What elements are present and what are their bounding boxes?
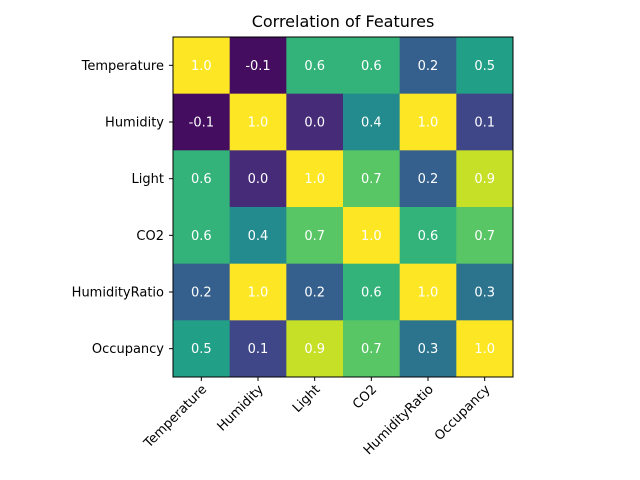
heatmap-cell-occupancy-humidity bbox=[229, 320, 287, 378]
heatmap-cell-temperature-occupancy bbox=[456, 37, 514, 95]
heatmap-cell-temperature-light bbox=[286, 37, 344, 95]
y-tick-label-temperature: Temperature bbox=[81, 59, 164, 74]
x-tick-label-humidity: Humidity bbox=[215, 382, 268, 435]
heatmap-cells bbox=[173, 37, 514, 378]
y-tick-label-humidity: Humidity bbox=[105, 116, 164, 131]
cell-value-label: 0.4 bbox=[248, 229, 269, 244]
heatmap-cell-humidity-occupancy bbox=[456, 93, 514, 151]
y-tick-label-occupancy: Occupancy bbox=[92, 342, 164, 357]
heatmap-cell-temperature-humidity bbox=[229, 37, 287, 95]
heatmap-cell-humidityratio-humidityratio bbox=[399, 263, 457, 321]
heatmap-cell-occupancy-co2 bbox=[343, 320, 401, 378]
cell-value-label: 0.2 bbox=[191, 286, 212, 301]
heatmap-cell-co2-occupancy bbox=[456, 207, 514, 265]
heatmap-cell-humidityratio-humidity bbox=[229, 263, 287, 321]
heatmap-cell-light-occupancy bbox=[456, 150, 514, 208]
heatmap-cell-humidity-humidity bbox=[229, 93, 287, 151]
cell-value-label: 1.0 bbox=[418, 116, 439, 131]
cell-value-label: 0.4 bbox=[361, 116, 382, 131]
heatmap-cell-temperature-humidityratio bbox=[399, 37, 457, 95]
heatmap-cell-co2-humidity bbox=[229, 207, 287, 265]
cell-value-label: -0.1 bbox=[245, 59, 270, 74]
heatmap-cell-humidityratio-occupancy bbox=[456, 263, 514, 321]
cell-value-label: 0.9 bbox=[304, 342, 325, 357]
x-tick-label-occupancy: Occupancy bbox=[432, 382, 494, 444]
heatmap-cell-temperature-temperature bbox=[173, 37, 231, 95]
y-axis: Temperature Humidity Light CO2 HumidityRatio… bbox=[72, 59, 173, 357]
cell-value-label: 0.9 bbox=[474, 172, 495, 187]
heatmap-cell-occupancy-light bbox=[286, 320, 344, 378]
cell-value-label: 0.3 bbox=[418, 342, 439, 357]
heatmap-cell-light-temperature bbox=[173, 150, 231, 208]
x-tick-label-co2: CO2 bbox=[350, 382, 380, 412]
heatmap-cell-humidityratio-temperature bbox=[173, 263, 231, 321]
y-tick-label-light: Light bbox=[132, 172, 164, 187]
heatmap-cell-humidity-co2 bbox=[343, 93, 401, 151]
cell-value-label: 0.7 bbox=[361, 342, 382, 357]
heatmap-cell-occupancy-occupancy bbox=[456, 320, 514, 378]
heatmap-cell-co2-light bbox=[286, 207, 344, 265]
cell-value-label: 0.6 bbox=[191, 229, 212, 244]
heatmap-cell-occupancy-humidityratio bbox=[399, 320, 457, 378]
cell-value-label: 1.0 bbox=[191, 59, 212, 74]
heatmap-cell-humidity-light bbox=[286, 93, 344, 151]
cell-value-label: 0.0 bbox=[304, 116, 325, 131]
heatmap-cell-humidityratio-co2 bbox=[343, 263, 401, 321]
cell-value-label: 0.6 bbox=[361, 286, 382, 301]
cell-value-label: 0.1 bbox=[248, 342, 269, 357]
heatmap-cell-light-co2 bbox=[343, 150, 401, 208]
cell-value-label: 1.0 bbox=[418, 286, 439, 301]
cell-value-label: 0.5 bbox=[474, 59, 495, 74]
x-axis: Temperature Humidity Light CO2HumidityRatio… bbox=[141, 377, 494, 458]
heatmap-cell-light-humidityratio bbox=[399, 150, 457, 208]
heatmap-cell-co2-temperature bbox=[173, 207, 231, 265]
y-tick-label-co2: CO2 bbox=[136, 229, 164, 244]
heatmap-cell-labels: 1.0 -0.1 0.6 0.6 0.2 0.5 -0.1 1.0 0.0 0.4 1.0 0.1 0.… bbox=[189, 59, 495, 357]
cell-value-label: 0.2 bbox=[418, 59, 439, 74]
cell-value-label: 1.0 bbox=[248, 286, 269, 301]
x-tick-label-light: Light bbox=[290, 382, 324, 416]
cell-value-label: 0.6 bbox=[191, 172, 212, 187]
heatmap-cell-occupancy-temperature bbox=[173, 320, 231, 378]
cell-value-label: -0.1 bbox=[189, 116, 214, 131]
heatmap-cell-humidityratio-light bbox=[286, 263, 344, 321]
cell-value-label: 0.5 bbox=[191, 342, 212, 357]
cell-value-label: 0.7 bbox=[361, 172, 382, 187]
cell-value-label: 1.0 bbox=[304, 172, 325, 187]
plot-frame bbox=[172, 36, 514, 378]
heatmap-cell-light-humidity bbox=[229, 150, 287, 208]
cell-value-label: 0.2 bbox=[418, 172, 439, 187]
heatmap-cell-humidity-humidityratio bbox=[399, 93, 457, 151]
heatmap-cell-temperature-co2 bbox=[343, 37, 401, 95]
y-tick-label-humidityratio: HumidityRatio bbox=[72, 286, 164, 301]
cell-value-label: 0.6 bbox=[418, 229, 439, 244]
cell-value-label: 0.3 bbox=[474, 286, 495, 301]
cell-value-label: 0.7 bbox=[474, 229, 495, 244]
cell-value-label: 0.6 bbox=[304, 59, 325, 74]
cell-value-label: 0.6 bbox=[361, 59, 382, 74]
heatmap-cell-co2-co2 bbox=[343, 207, 401, 265]
cell-value-label: 0.1 bbox=[474, 116, 495, 131]
heatmap-cell-co2-humidityratio bbox=[399, 207, 457, 265]
chart-title: Correlation of Features bbox=[252, 12, 435, 31]
cell-value-label: 0.7 bbox=[304, 229, 325, 244]
heatmap-cell-humidity-temperature bbox=[173, 93, 231, 151]
cell-value-label: 1.0 bbox=[474, 342, 495, 357]
cell-value-label: 0.0 bbox=[248, 172, 269, 187]
heatmap-cell-light-light bbox=[286, 150, 344, 208]
cell-value-label: 1.0 bbox=[361, 229, 382, 244]
cell-value-label: 0.2 bbox=[304, 286, 325, 301]
x-tick-label-temperature: Temperature bbox=[141, 382, 211, 452]
cell-value-label: 1.0 bbox=[248, 116, 269, 131]
